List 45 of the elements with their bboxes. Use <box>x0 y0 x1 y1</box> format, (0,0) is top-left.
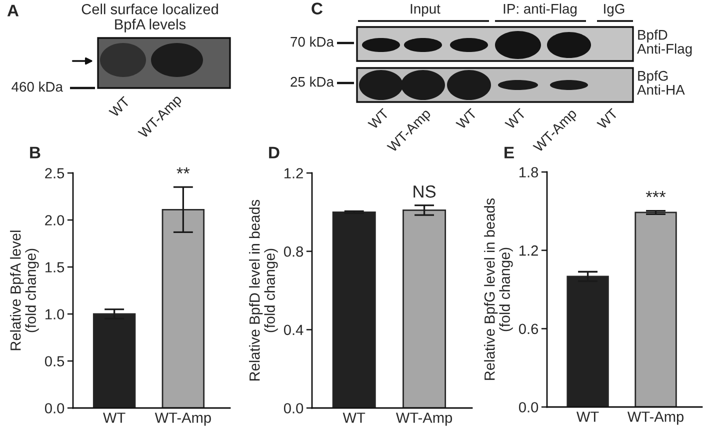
y-tick-label: 0.6 <box>518 324 538 334</box>
text: C <box>312 2 323 14</box>
text: BpfD Anti-Flag <box>637 30 692 56</box>
chart-title: D <box>269 146 280 158</box>
text: 70 kDa <box>290 36 334 47</box>
y-axis-title: Relative BpfD level in beads (fold change) <box>249 200 278 380</box>
annotation: ** <box>176 167 190 174</box>
annotation: NS <box>414 185 436 198</box>
y-tick-label: 0.8 <box>284 246 304 257</box>
text: WT <box>504 108 526 130</box>
text: WT <box>596 108 618 130</box>
y-tick-label: 0.5 <box>44 356 64 366</box>
y-tick-label: 2.0 <box>45 215 64 226</box>
y-tick-label: 0.0 <box>518 402 538 412</box>
text: IgG <box>604 4 624 16</box>
text: Cell surface localized BpfA levels <box>82 4 218 32</box>
chart-title: E <box>504 146 514 158</box>
text: IP: anti-Flag <box>504 4 577 16</box>
y-tick-label: 1.2 <box>520 245 538 256</box>
y-axis-title: Relative BpfG level in beads (fold change) <box>484 198 513 380</box>
chart-title: B <box>30 146 40 158</box>
text: 25 kDa <box>290 76 334 87</box>
x-tick-label: WT-Amp <box>154 412 211 426</box>
x-tick-label: WT-Amp <box>396 412 452 426</box>
annotation: *** <box>646 191 666 198</box>
x-tick-label: WT-Amp <box>627 412 684 425</box>
y-tick-label: 0.0 <box>284 403 304 414</box>
text: BpfG Anti-HA <box>637 70 685 95</box>
text: WT <box>368 108 390 130</box>
y-tick-label: 1.8 <box>520 167 538 178</box>
text: A <box>7 4 19 16</box>
text: WT <box>108 96 130 118</box>
y-tick-label: 1.2 <box>284 168 303 178</box>
y-tick-label: 0.0 <box>44 403 64 414</box>
x-tick-label: WT <box>342 412 366 423</box>
y-axis-title: Relative BpfA level (fold change) <box>10 230 39 350</box>
text: 460 kDa <box>12 82 63 92</box>
x-tick-label: WT <box>103 412 126 423</box>
y-tick-label: 1.5 <box>46 262 64 272</box>
text: WT <box>456 108 478 130</box>
x-tick-label: WT <box>576 412 599 422</box>
y-tick-label: 2.5 <box>45 168 64 178</box>
y-tick-label: 1.0 <box>46 309 64 320</box>
text: Input <box>410 4 440 16</box>
y-tick-label: 0.4 <box>284 324 304 336</box>
